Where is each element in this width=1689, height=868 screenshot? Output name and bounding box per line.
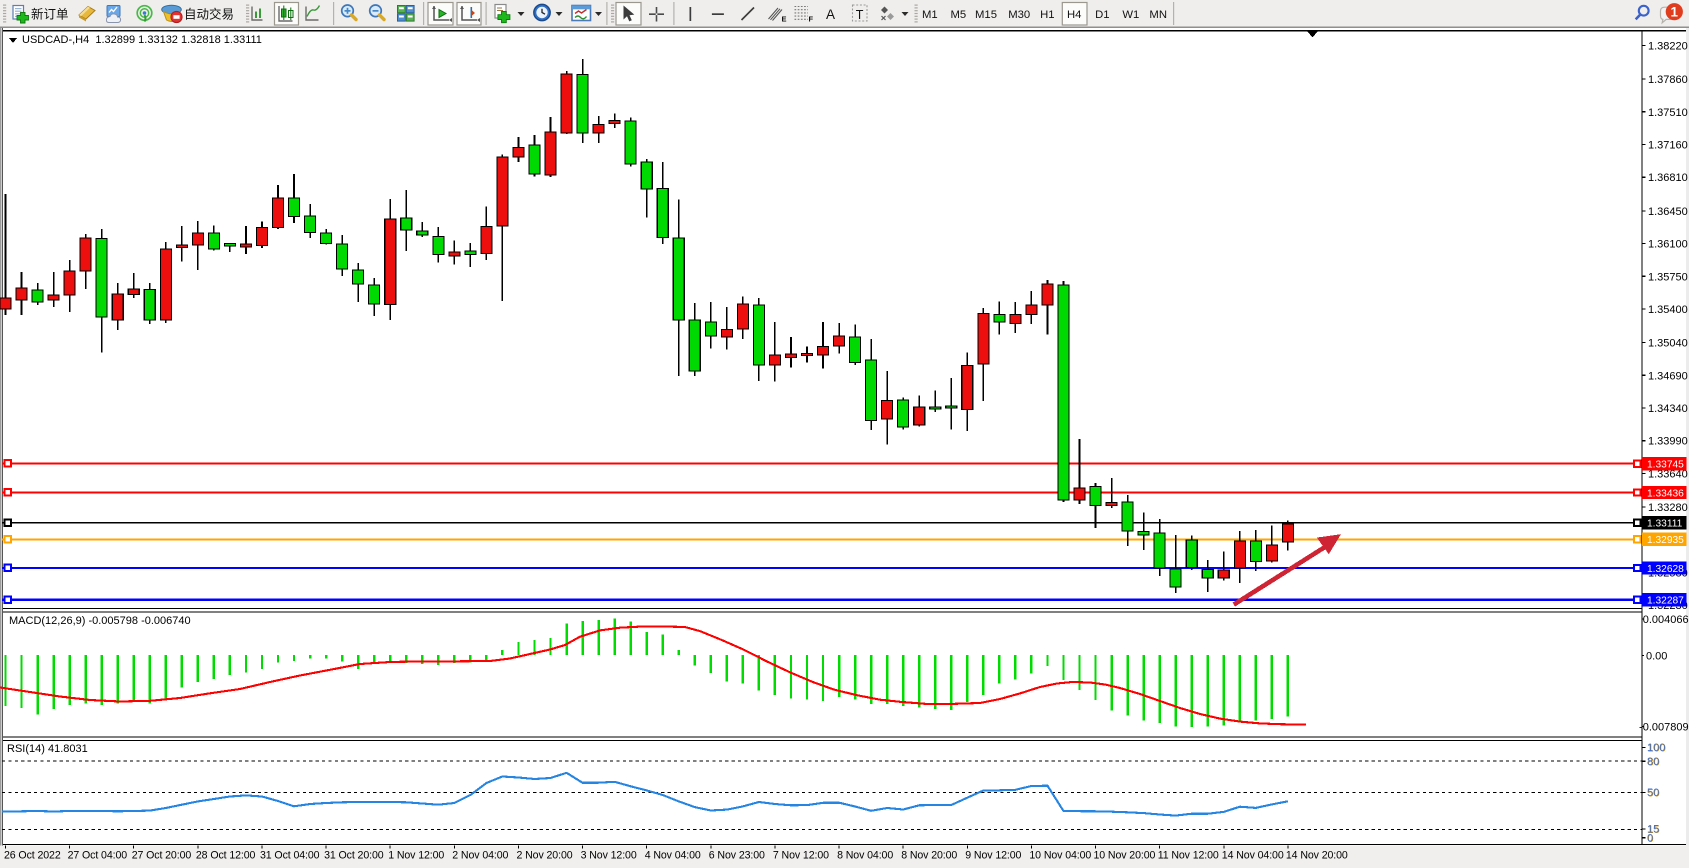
svg-text:1.37510: 1.37510 xyxy=(1648,107,1688,119)
svg-text:0: 0 xyxy=(1648,833,1654,845)
svg-text:4 Nov 04:00: 4 Nov 04:00 xyxy=(645,850,701,862)
svg-text:1.37860: 1.37860 xyxy=(1648,74,1688,86)
svg-text:M15: M15 xyxy=(975,9,997,21)
svg-text:14 Nov 04:00: 14 Nov 04:00 xyxy=(1222,850,1284,862)
svg-text:100: 100 xyxy=(1647,742,1665,754)
svg-text:15: 15 xyxy=(1648,824,1660,836)
svg-text:10 Nov 20:00: 10 Nov 20:00 xyxy=(1094,850,1156,862)
svg-text:31 Oct 04:00: 31 Oct 04:00 xyxy=(260,850,320,862)
svg-text:1.35400: 1.35400 xyxy=(1648,304,1688,316)
svg-text:1.37160: 1.37160 xyxy=(1648,140,1688,152)
svg-text:1.36450: 1.36450 xyxy=(1648,206,1688,218)
svg-text:1.33745: 1.33745 xyxy=(1647,459,1684,470)
svg-text:28 Oct 12:00: 28 Oct 12:00 xyxy=(196,850,256,862)
svg-text:RSI(14) 41.8031: RSI(14) 41.8031 xyxy=(7,743,88,755)
svg-text:H4: H4 xyxy=(1067,9,1081,21)
svg-text:1.32628: 1.32628 xyxy=(1647,564,1684,575)
svg-text:1.33280: 1.33280 xyxy=(1648,502,1688,514)
svg-text:80: 80 xyxy=(1647,756,1659,768)
svg-text:10 Nov 04:00: 10 Nov 04:00 xyxy=(1029,850,1091,862)
svg-text:1.38220: 1.38220 xyxy=(1648,41,1688,53)
svg-text:1.34340: 1.34340 xyxy=(1648,403,1688,415)
svg-text:1: 1 xyxy=(1671,4,1679,19)
svg-text:80: 80 xyxy=(1648,756,1660,768)
svg-text:1.35040: 1.35040 xyxy=(1648,338,1688,350)
svg-text:自动交易: 自动交易 xyxy=(184,7,234,22)
svg-text:新订单: 新订单 xyxy=(31,7,69,22)
svg-text:6 Nov 23:00: 6 Nov 23:00 xyxy=(709,850,765,862)
svg-text:USDCAD-,H4 1.32899 1.33132 1.: USDCAD-,H4 1.32899 1.33132 1.32818 1.331… xyxy=(22,34,262,46)
svg-text:1 Nov 12:00: 1 Nov 12:00 xyxy=(388,850,444,862)
svg-text:50: 50 xyxy=(1648,788,1660,800)
svg-text:1.33436: 1.33436 xyxy=(1647,488,1684,499)
svg-text:9 Nov 12:00: 9 Nov 12:00 xyxy=(965,850,1021,862)
svg-text:1.34690: 1.34690 xyxy=(1648,370,1688,382)
svg-text:1.32287: 1.32287 xyxy=(1647,596,1684,607)
svg-text:1.36810: 1.36810 xyxy=(1648,172,1688,184)
svg-text:27 Oct 20:00: 27 Oct 20:00 xyxy=(132,850,192,862)
svg-text:-0.007809: -0.007809 xyxy=(1639,722,1689,734)
svg-text:M1: M1 xyxy=(922,9,938,21)
svg-text:8 Nov 04:00: 8 Nov 04:00 xyxy=(837,850,893,862)
svg-text:1.35750: 1.35750 xyxy=(1648,271,1688,283)
svg-text:11 Nov 12:00: 11 Nov 12:00 xyxy=(1158,850,1219,862)
svg-text:8 Nov 20:00: 8 Nov 20:00 xyxy=(901,850,957,862)
svg-text:31 Oct 20:00: 31 Oct 20:00 xyxy=(324,850,384,862)
svg-text:MACD(12,26,9) -0.005798 -0.006: MACD(12,26,9) -0.005798 -0.006740 xyxy=(9,615,191,627)
svg-text:1.36100: 1.36100 xyxy=(1648,239,1688,251)
svg-text:1.32935: 1.32935 xyxy=(1647,535,1684,546)
svg-text:W1: W1 xyxy=(1122,9,1139,21)
svg-text:1.33640: 1.33640 xyxy=(1648,468,1688,480)
svg-text:F: F xyxy=(809,15,814,24)
svg-text:27 Oct 04:00: 27 Oct 04:00 xyxy=(68,850,128,862)
svg-text:2 Nov 04:00: 2 Nov 04:00 xyxy=(452,850,508,862)
svg-text:0: 0 xyxy=(1647,833,1653,845)
svg-text:1.33111: 1.33111 xyxy=(1647,519,1683,530)
svg-text:MN: MN xyxy=(1149,9,1167,21)
svg-text:D1: D1 xyxy=(1095,9,1109,21)
svg-text:50: 50 xyxy=(1647,787,1659,799)
svg-text:7 Nov 12:00: 7 Nov 12:00 xyxy=(773,850,829,862)
svg-text:15: 15 xyxy=(1647,824,1659,836)
svg-text:A: A xyxy=(826,7,835,22)
svg-text:1.33990: 1.33990 xyxy=(1648,436,1688,448)
svg-text:T: T xyxy=(856,8,864,22)
svg-text:M5: M5 xyxy=(950,9,966,21)
svg-text:E: E xyxy=(782,15,787,24)
svg-text:3 Nov 12:00: 3 Nov 12:00 xyxy=(581,850,637,862)
svg-text:H1: H1 xyxy=(1040,9,1054,21)
svg-text:2 Nov 20:00: 2 Nov 20:00 xyxy=(517,850,573,862)
svg-text:26 Oct 2022: 26 Oct 2022 xyxy=(4,850,61,862)
svg-text:M30: M30 xyxy=(1008,9,1030,21)
svg-text:0.004066: 0.004066 xyxy=(1643,614,1689,626)
svg-text:100: 100 xyxy=(1648,743,1666,755)
svg-text:0.00: 0.00 xyxy=(1646,651,1667,663)
svg-text:14 Nov 20:00: 14 Nov 20:00 xyxy=(1286,850,1348,862)
